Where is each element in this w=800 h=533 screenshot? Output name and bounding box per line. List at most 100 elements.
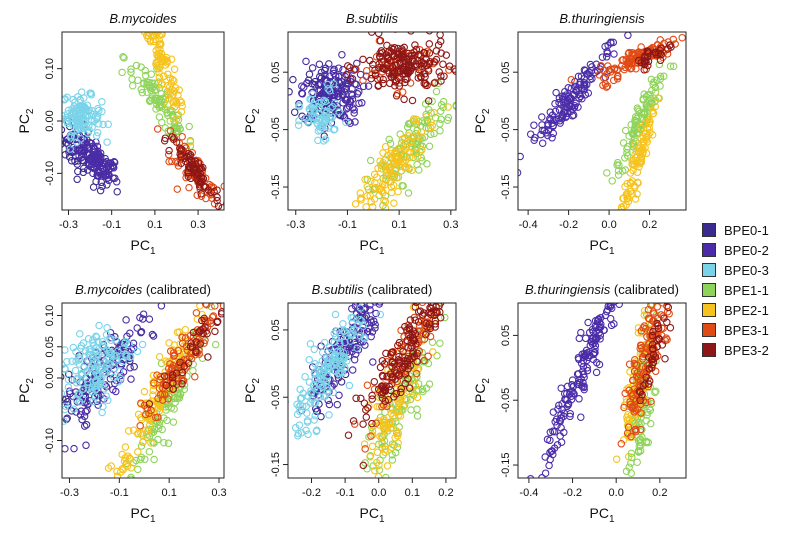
data-point	[427, 118, 435, 126]
data-point	[412, 115, 421, 124]
series-bpe3-2	[344, 290, 455, 470]
data-point	[644, 340, 653, 349]
data-point	[330, 338, 339, 346]
data-point	[383, 462, 392, 470]
data-point	[152, 58, 161, 66]
data-point	[361, 175, 369, 184]
data-point	[196, 340, 204, 348]
y-tick-label: -0.15	[500, 174, 512, 199]
data-point	[209, 312, 218, 320]
data-point	[556, 417, 564, 426]
data-point	[62, 133, 64, 139]
data-point	[603, 82, 612, 90]
data-point	[148, 32, 153, 33]
data-point	[94, 380, 103, 389]
data-point	[394, 187, 402, 196]
data-point	[631, 426, 639, 434]
data-point	[78, 394, 87, 403]
data-point	[615, 303, 623, 308]
data-point	[656, 72, 665, 81]
data-point	[375, 64, 383, 72]
data-point	[172, 157, 180, 166]
data-point	[622, 246, 628, 252]
data-point	[361, 445, 369, 453]
data-point	[181, 325, 190, 334]
data-point	[196, 178, 204, 186]
data-point	[434, 290, 440, 296]
x-axis-label-sub: 1	[379, 246, 385, 257]
data-point	[437, 72, 445, 80]
data-point	[421, 69, 429, 78]
data-point	[325, 343, 334, 351]
data-point	[344, 104, 352, 112]
data-point	[413, 405, 421, 414]
data-point	[72, 379, 81, 387]
data-point	[360, 305, 368, 313]
data-point	[656, 82, 664, 90]
data-point	[371, 66, 379, 75]
legend-label: BPE0-3	[724, 262, 769, 278]
data-point	[328, 113, 336, 121]
data-point	[350, 420, 359, 428]
data-point	[653, 342, 662, 351]
data-point	[621, 221, 627, 227]
data-point	[641, 120, 650, 128]
x-tick-label: -0.2	[563, 487, 582, 499]
data-point	[637, 409, 645, 417]
data-point	[164, 111, 172, 120]
data-point	[368, 419, 376, 428]
x-tick-label: -0.1	[336, 487, 355, 499]
data-point	[555, 94, 564, 103]
legend-item-bpe1-1: BPE1-1	[702, 280, 797, 300]
data-point	[630, 359, 639, 368]
data-point	[319, 96, 328, 105]
data-point	[666, 62, 675, 70]
data-point	[359, 461, 368, 470]
data-point	[368, 395, 376, 403]
data-point	[649, 78, 658, 86]
data-point	[347, 90, 356, 98]
data-point	[69, 343, 78, 352]
data-point	[317, 342, 325, 350]
data-point	[658, 303, 667, 307]
data-point	[91, 145, 99, 154]
data-point	[452, 285, 458, 291]
data-point	[84, 335, 93, 343]
data-point	[665, 303, 670, 304]
data-point	[319, 137, 328, 145]
y-tick-label: 0.05	[44, 336, 56, 357]
data-point	[625, 360, 634, 368]
data-point	[383, 358, 391, 366]
data-point	[125, 340, 134, 349]
data-point	[372, 309, 380, 318]
data-point	[425, 40, 434, 48]
data-point	[648, 86, 656, 95]
data-point	[51, 103, 57, 109]
data-point	[633, 124, 642, 132]
chart-title-suffix: (calibrated)	[142, 282, 211, 297]
data-point	[644, 380, 653, 388]
data-point	[82, 420, 91, 429]
data-point	[69, 114, 78, 123]
data-point	[79, 135, 88, 143]
data-point	[165, 157, 173, 166]
chart-panel-4: -0.3 -0.1 0.1 0.3 -0.10 0.00 0.05 0.10 B.mycoide…	[16, 282, 227, 525]
data-point	[197, 173, 206, 181]
data-point	[163, 57, 171, 66]
x-axis-label-main: PC	[359, 237, 378, 253]
data-point	[73, 160, 82, 168]
data-point	[323, 107, 331, 115]
data-point	[431, 320, 440, 328]
data-point	[669, 260, 675, 266]
data-point	[319, 392, 328, 401]
data-point	[62, 126, 66, 134]
data-point	[616, 231, 622, 237]
data-point	[348, 304, 356, 313]
data-point	[340, 327, 349, 336]
x-axis-label-main: PC	[589, 505, 608, 521]
data-point	[371, 320, 379, 329]
data-point	[146, 32, 151, 33]
data-point	[138, 88, 147, 97]
x-tick-label: -0.1	[338, 219, 357, 231]
data-point	[149, 332, 158, 340]
